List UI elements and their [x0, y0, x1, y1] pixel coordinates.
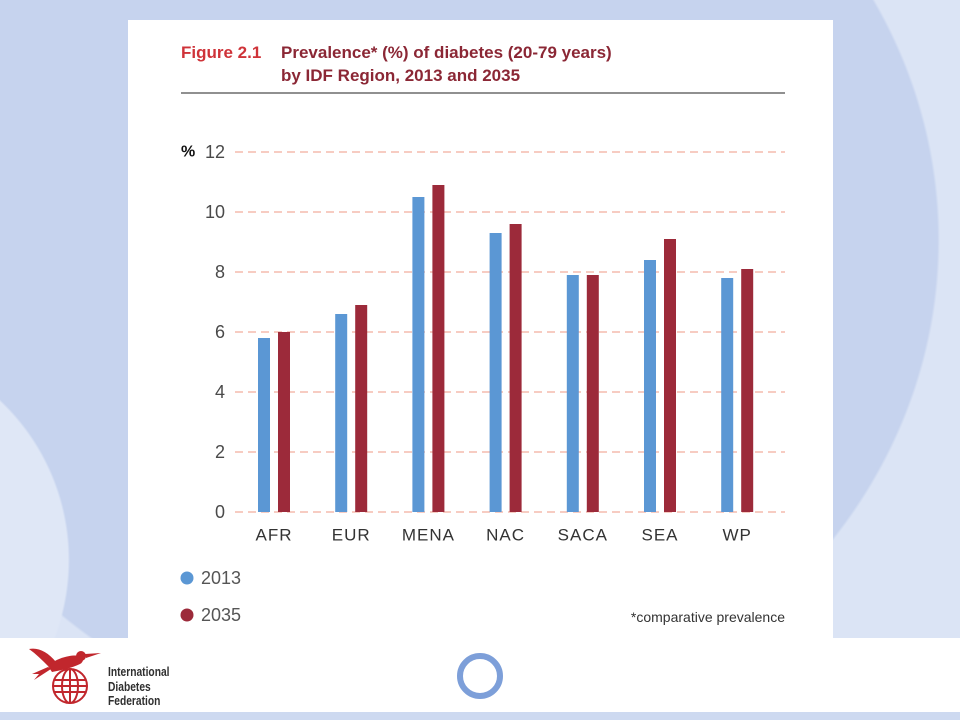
- y-tick-labels: 0 2 4 6 8 10 12: [205, 142, 225, 522]
- chart-title-line-2: by IDF Region, 2013 and 2035: [281, 66, 520, 85]
- legend: 2013 2035: [180, 568, 241, 625]
- bar-eur-2013: [335, 314, 348, 512]
- bar-saca-2013: [566, 275, 579, 512]
- x-tick-label: SEA: [641, 526, 678, 545]
- logo-line-2: Diabetes: [108, 679, 151, 694]
- logo-line-3: Federation: [108, 694, 161, 708]
- footnote: *comparative prevalence: [631, 609, 785, 625]
- bird-beak: [85, 653, 101, 658]
- bird-tail: [32, 667, 51, 680]
- bar-mena-2035: [432, 185, 445, 512]
- y-tick-label: 2: [215, 442, 225, 462]
- bird-head: [76, 651, 86, 661]
- y-tick-label: 12: [205, 142, 225, 162]
- globe: [52, 668, 88, 704]
- bar-afr-2013: [258, 338, 270, 512]
- x-tick-label: AFR: [256, 526, 293, 545]
- y-tick-label: 8: [215, 262, 225, 282]
- bar-nac-2013: [489, 233, 502, 512]
- bar-saca-2035: [586, 275, 599, 512]
- footer-strip: [0, 712, 960, 720]
- x-tick-label: MENA: [402, 526, 455, 545]
- circle-ring-icon: [457, 653, 503, 699]
- legend-swatch-2035: [180, 608, 194, 622]
- y-tick-label: 4: [215, 382, 225, 402]
- legend-label: 2035: [201, 605, 241, 625]
- bird-wing: [29, 648, 56, 666]
- y-tick-label: 10: [205, 202, 225, 222]
- bar-chart: Figure 2.1 Prevalence* (%) of diabetes (…: [180, 43, 785, 625]
- hummingbird-globe-icon: [29, 648, 101, 704]
- figure-panel: Figure 2.1 Prevalence* (%) of diabetes (…: [128, 20, 833, 638]
- hummingbird: [29, 648, 101, 680]
- bar-sea-2013: [644, 260, 656, 512]
- x-tick-label: WP: [723, 526, 752, 545]
- bird-body: [48, 655, 83, 672]
- y-axis-label: %: [181, 144, 195, 161]
- logo-wordmark: International Diabetes Federation: [108, 665, 196, 709]
- x-tick-labels: AFR EUR MENA NAC SACA SEA WP: [256, 526, 752, 545]
- legend-label: 2013: [201, 568, 241, 588]
- footer-band: [0, 638, 960, 712]
- bar-mena-2013: [412, 197, 425, 512]
- y-tick-label: 6: [215, 322, 225, 342]
- x-tick-label: EUR: [332, 526, 371, 545]
- x-tick-label: NAC: [486, 526, 525, 545]
- bars: [258, 185, 754, 512]
- ring-shape: [457, 653, 503, 699]
- bar-eur-2035: [355, 305, 368, 512]
- figure-label: Figure 2.1: [181, 43, 261, 62]
- idf-logo: International Diabetes Federation: [26, 644, 196, 710]
- y-tick-label: 0: [215, 502, 225, 522]
- bar-wp-2035: [741, 269, 754, 512]
- bar-nac-2035: [509, 224, 522, 512]
- bar-afr-2035: [278, 332, 290, 512]
- bar-wp-2013: [721, 278, 734, 512]
- chart-title-line-1: Prevalence* (%) of diabetes (20-79 years…: [281, 43, 612, 62]
- logo-line-1: International: [108, 665, 170, 679]
- x-tick-label: SACA: [558, 526, 608, 545]
- legend-swatch-2013: [180, 571, 194, 585]
- bar-sea-2035: [664, 239, 676, 512]
